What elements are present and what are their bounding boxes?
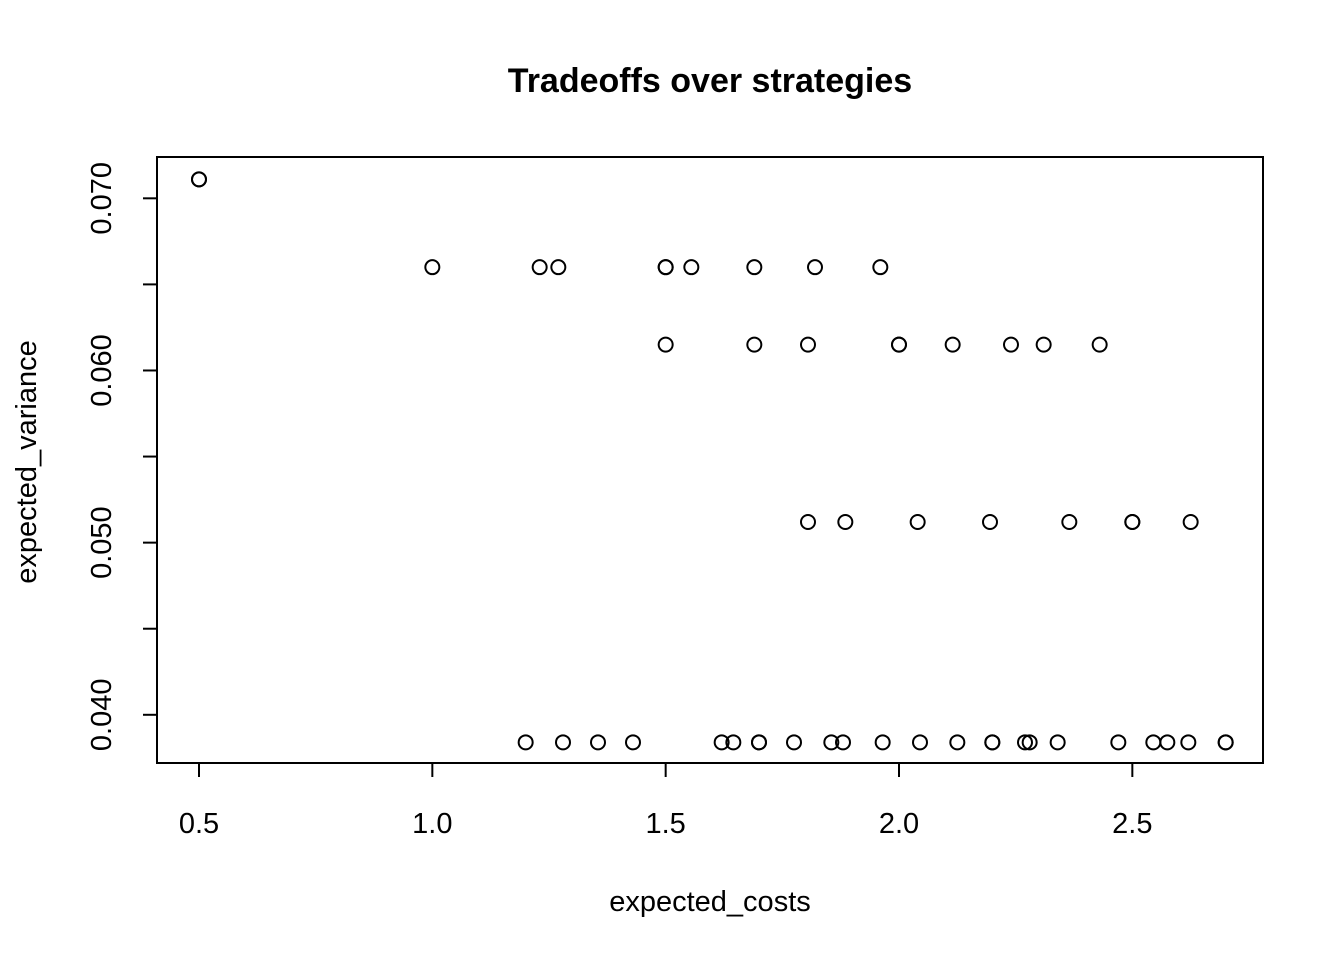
data-point bbox=[807, 259, 823, 276]
data-point bbox=[1180, 734, 1197, 751]
y-axis: 0.040 0.050 0.060 0.070 bbox=[86, 162, 158, 752]
data-point bbox=[191, 171, 207, 188]
y-tick-label: 0.070 bbox=[86, 162, 118, 235]
data-point bbox=[1061, 513, 1078, 530]
y-axis-label: expected_variance bbox=[11, 340, 43, 583]
data-point bbox=[1182, 513, 1199, 530]
data-point bbox=[424, 259, 441, 276]
data-point bbox=[800, 336, 816, 353]
data-point bbox=[872, 259, 889, 276]
data-point bbox=[909, 513, 926, 530]
data-point bbox=[944, 336, 961, 353]
data-point bbox=[657, 336, 674, 353]
plot-frame bbox=[156, 156, 1264, 764]
data-point bbox=[912, 734, 928, 751]
data-point bbox=[625, 734, 641, 751]
x-tick-label: 0.5 bbox=[179, 808, 219, 840]
data-point bbox=[683, 259, 700, 276]
data-point bbox=[531, 259, 548, 276]
data-point bbox=[1217, 734, 1234, 751]
chart-title: Tradeoffs over strategies bbox=[508, 62, 912, 100]
data-point bbox=[1003, 336, 1019, 353]
x-axis-label: expected_costs bbox=[609, 886, 811, 918]
data-point bbox=[1159, 734, 1176, 751]
data-point bbox=[874, 734, 891, 751]
data-point bbox=[982, 513, 998, 530]
data-point bbox=[1124, 513, 1141, 530]
data-point bbox=[657, 259, 674, 276]
data-point bbox=[1049, 734, 1066, 751]
data-point bbox=[1110, 734, 1127, 751]
data-point bbox=[713, 734, 730, 751]
x-tick-label: 1.0 bbox=[412, 808, 452, 840]
x-tick-label: 1.5 bbox=[646, 808, 686, 840]
data-point bbox=[725, 734, 742, 751]
data-point bbox=[800, 513, 816, 530]
y-tick-label: 0.050 bbox=[86, 506, 118, 579]
data-point bbox=[751, 734, 767, 751]
data-point bbox=[517, 734, 534, 751]
y-tick-label: 0.040 bbox=[86, 679, 118, 752]
data-point bbox=[555, 734, 571, 751]
x-axis: 0.5 1.0 1.5 2.0 2.5 bbox=[179, 762, 1152, 840]
data-point bbox=[1035, 336, 1052, 353]
data-point bbox=[786, 734, 802, 751]
data-point bbox=[823, 734, 840, 751]
data-point bbox=[1017, 734, 1033, 751]
data-point bbox=[1021, 734, 1038, 751]
data-point bbox=[550, 259, 567, 276]
data-point bbox=[949, 734, 966, 751]
x-tick-label: 2.5 bbox=[1112, 808, 1152, 840]
data-point bbox=[891, 336, 907, 353]
x-tick-label: 2.0 bbox=[879, 808, 919, 840]
y-tick-label: 0.060 bbox=[86, 334, 118, 407]
data-point bbox=[746, 336, 763, 353]
data-point bbox=[1145, 734, 1162, 751]
data-point bbox=[837, 513, 854, 530]
data-point bbox=[984, 734, 1001, 751]
data-points bbox=[191, 171, 1234, 751]
data-point bbox=[590, 734, 606, 751]
data-point bbox=[835, 734, 851, 751]
data-point bbox=[1091, 336, 1108, 353]
data-point bbox=[746, 259, 763, 276]
